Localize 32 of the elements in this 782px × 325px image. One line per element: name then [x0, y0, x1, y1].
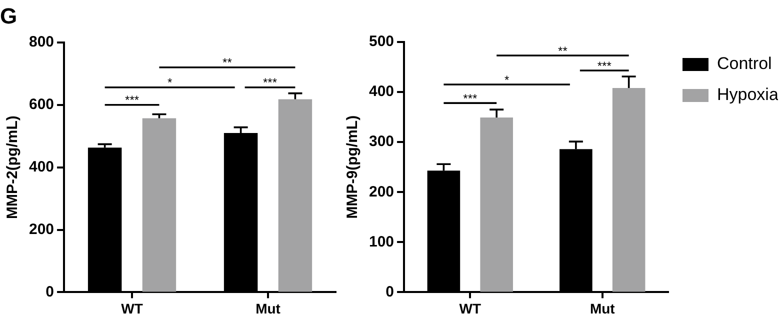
y-axis-title: MMP-2(pg/mL)	[4, 116, 22, 219]
legend-label: Hypoxia	[717, 85, 779, 104]
annotation: ***	[463, 91, 478, 106]
y-tick-label: 200	[368, 183, 394, 200]
annotation: ***	[597, 58, 612, 73]
y-tick-label: 0	[386, 283, 394, 300]
bar	[480, 118, 513, 292]
y-tick-label: 0	[46, 283, 54, 300]
y-tick-label: 600	[28, 96, 54, 113]
legend-label: Control	[717, 54, 772, 74]
y-tick-label: 800	[28, 34, 54, 51]
x-tick-label: Mut	[256, 300, 281, 316]
bar	[278, 99, 312, 292]
annotation: **	[222, 56, 232, 70]
x-tick-label: WT	[121, 300, 144, 316]
annotation: ***	[263, 76, 278, 90]
bar	[142, 118, 176, 292]
annotation: **	[558, 44, 568, 58]
bar	[612, 88, 646, 292]
annotation: ***	[125, 93, 140, 108]
y-tick-label: 100	[368, 233, 394, 250]
y-tick-label: 400	[28, 158, 54, 176]
y-tick-label: 300	[368, 133, 394, 150]
chart-title: G	[0, 3, 18, 28]
y-axis-title: MMP-9(pg/mL)	[344, 115, 362, 219]
x-tick-label: WT	[459, 300, 482, 316]
y-tick-label: 500	[368, 33, 394, 50]
annotation: *	[504, 72, 510, 87]
y-tick-label: 200	[28, 220, 54, 238]
y-tick-label: 400	[368, 83, 394, 100]
annotation: *	[167, 76, 172, 90]
x-tick-label: Mut	[590, 300, 616, 316]
